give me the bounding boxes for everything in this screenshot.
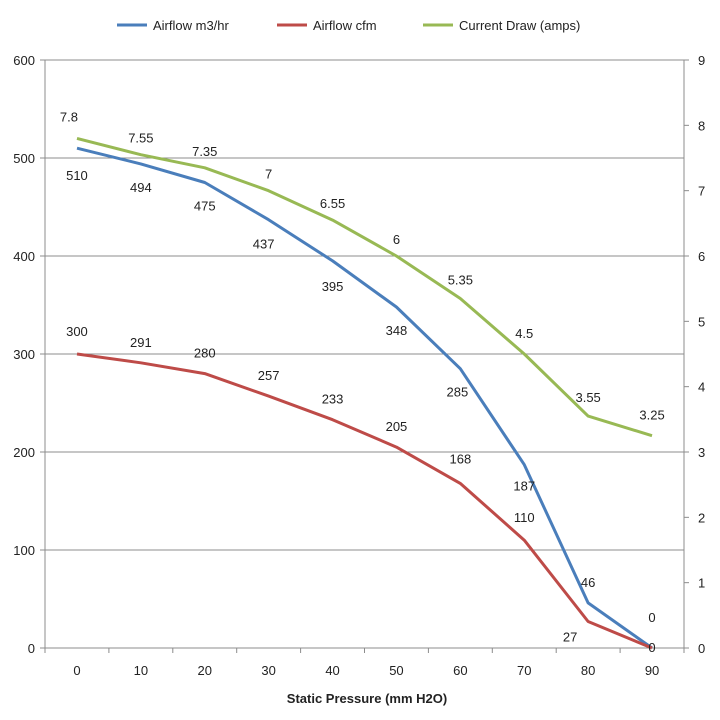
series-line-1 (76, 352, 653, 650)
data-label: 187 (513, 479, 535, 494)
data-label: 348 (386, 323, 408, 338)
series-line-2 (76, 136, 653, 438)
data-label: 27 (563, 630, 577, 645)
series-line-0 (76, 146, 653, 650)
series-lines (76, 136, 653, 650)
y-left-tick-label: 400 (13, 249, 35, 264)
y-right-tick-label: 4 (698, 380, 705, 395)
data-label: 205 (386, 419, 408, 434)
data-label: 285 (446, 385, 468, 400)
x-tick-label: 50 (389, 663, 403, 678)
y-right-tick-label: 3 (698, 445, 705, 460)
y-right-tick-label: 5 (698, 314, 705, 329)
y-right-tick-label: 8 (698, 118, 705, 133)
x-tick-label: 80 (581, 663, 595, 678)
y-right-tick-label: 0 (698, 641, 705, 656)
data-label: 6.55 (320, 196, 345, 211)
data-label: 3.55 (575, 390, 600, 405)
data-label: 3.25 (639, 408, 664, 423)
data-label: 0 (648, 640, 655, 655)
data-label: 0 (648, 610, 655, 625)
y-right-tick-label: 7 (698, 184, 705, 199)
y-right-tick-label: 6 (698, 249, 705, 264)
data-label: 7 (265, 167, 272, 182)
y-left-tick-label: 300 (13, 347, 35, 362)
y-left-tick-label: 500 (13, 151, 35, 166)
data-label: 291 (130, 335, 152, 350)
data-label: 395 (322, 279, 344, 294)
data-label: 475 (194, 199, 216, 214)
y-right-tick-label: 2 (698, 510, 705, 525)
y-left-tick-label: 200 (13, 445, 35, 460)
gridlines (45, 59, 684, 551)
legend-label: Airflow m3/hr (153, 18, 230, 33)
x-tick-label: 60 (453, 663, 467, 678)
legend-label: Airflow cfm (313, 18, 377, 33)
data-labels: 510 494 475 437 395 348 285 187 46 0 300 291 280 257 2… (60, 109, 665, 655)
data-label: 46 (581, 575, 595, 590)
y-left-tick-label: 600 (13, 53, 35, 68)
data-label: 233 (322, 392, 344, 407)
data-label: 280 (194, 346, 216, 361)
data-label: 5.35 (448, 272, 473, 287)
data-label: 168 (449, 451, 471, 466)
data-label: 7.35 (192, 144, 217, 159)
x-tick-label: 90 (645, 663, 659, 678)
legend: Airflow m3/hr Airflow cfm Current Draw (am… (117, 18, 580, 33)
x-tick-label: 20 (198, 663, 212, 678)
x-tick-label: 30 (261, 663, 275, 678)
data-label: 300 (66, 324, 88, 339)
data-label: 6 (393, 232, 400, 247)
data-label: 4.5 (515, 326, 533, 341)
data-label: 437 (253, 237, 275, 252)
data-label: 257 (258, 368, 280, 383)
y-left-tick-label: 100 (13, 543, 35, 558)
x-tick-label: 40 (325, 663, 339, 678)
data-label: 510 (66, 168, 88, 183)
data-label: 7.8 (60, 109, 78, 124)
data-label: 110 (514, 510, 535, 525)
y-left-tick-label: 0 (28, 641, 35, 656)
data-label: 7.55 (128, 131, 153, 146)
x-tick-label: 10 (134, 663, 148, 678)
y-right-tick-label: 1 (698, 576, 705, 591)
x-tick-label: 0 (73, 663, 80, 678)
legend-label: Current Draw (amps) (459, 18, 580, 33)
x-tick-label: 70 (517, 663, 531, 678)
y-right-tick-label: 9 (698, 53, 705, 68)
x-axis-title: Static Pressure (mm H2O) (287, 691, 447, 706)
data-label: 494 (130, 180, 152, 195)
